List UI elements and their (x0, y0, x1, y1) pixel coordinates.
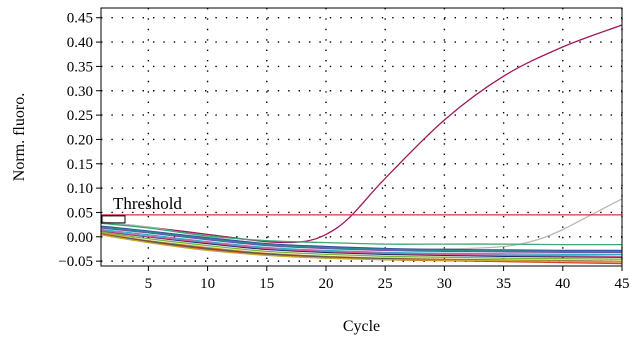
x-tick-label: 10 (200, 276, 215, 292)
y-tick-label: 0.40 (67, 35, 93, 51)
y-tick-label: 0.25 (67, 108, 93, 124)
x-tick-label: 45 (615, 276, 630, 292)
y-tick-label: 0.45 (67, 11, 93, 27)
x-tick-label: 25 (378, 276, 393, 292)
series-line-4 (100, 225, 623, 252)
series-line-14 (100, 229, 623, 257)
series-line-13 (100, 234, 623, 262)
y-tick-label: 0.05 (67, 205, 93, 221)
y-tick-label: 0.35 (67, 59, 93, 75)
x-tick-label: 40 (555, 276, 570, 292)
x-tick-label: 20 (318, 276, 333, 292)
y-tick-label: 0.10 (67, 181, 93, 197)
x-tick-label: 30 (437, 276, 452, 292)
threshold-marker (101, 215, 126, 224)
y-tick-label: 0.00 (67, 230, 93, 246)
x-tick-label: 15 (259, 276, 274, 292)
y-tick-label: 0.20 (67, 132, 93, 148)
series-line-6 (100, 228, 623, 255)
grid (101, 8, 623, 266)
x-axis-title: Cycle (343, 318, 380, 335)
threshold-layer (101, 214, 622, 224)
y-tick-label: −0.05 (58, 254, 93, 270)
series-layer (100, 24, 623, 265)
y-tick-label: 0.30 (67, 84, 93, 100)
y-axis-title: Norm. fluoro. (11, 93, 28, 181)
y-tick-label: 0.15 (67, 157, 93, 173)
axis-ticks: 5 10 15 20 25 30 35 40 45 −0.05 0.00 0.05 0.10 0.15 0.… (58, 11, 629, 292)
series-line-7 (100, 230, 623, 258)
series-line-12 (100, 226, 623, 253)
series-line-3 (100, 222, 623, 246)
series-line-5 (100, 227, 623, 254)
x-tick-label: 5 (145, 276, 153, 292)
series-line-1 (100, 24, 623, 244)
series-line-8 (100, 231, 623, 260)
x-tick-label: 35 (496, 276, 511, 292)
threshold-label: Threshold (113, 194, 182, 213)
plot-frame (100, 7, 623, 267)
